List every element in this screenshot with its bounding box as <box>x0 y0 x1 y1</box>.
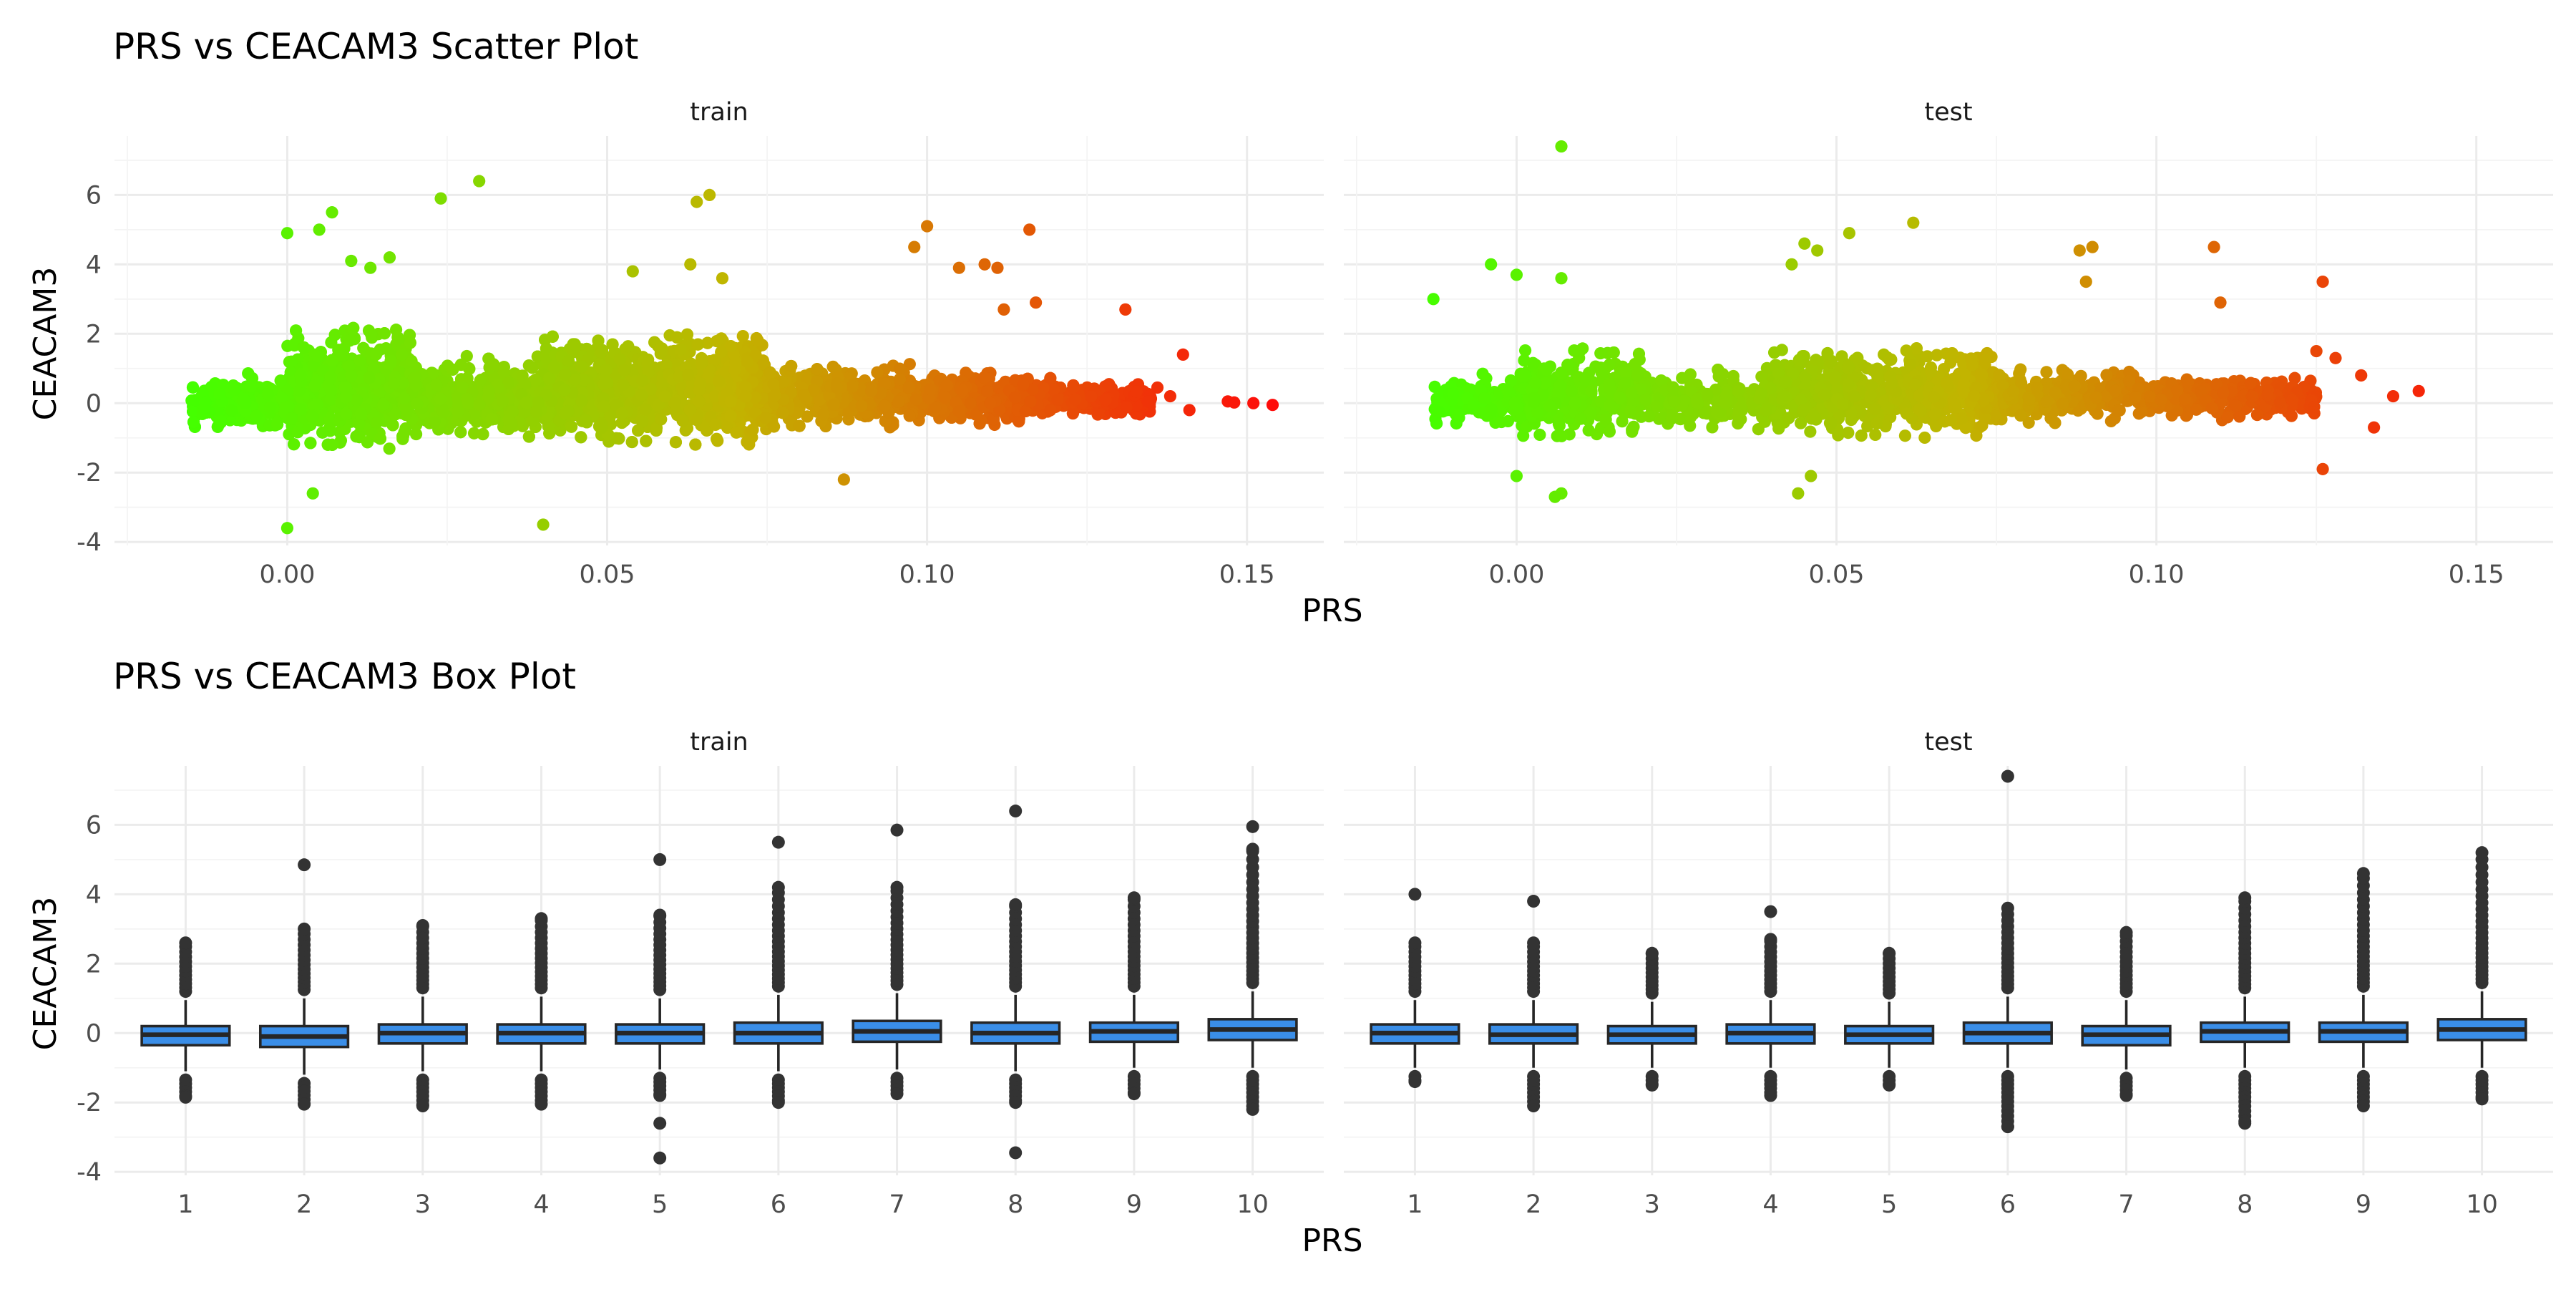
scatter-ytick-label: 0 <box>86 389 102 418</box>
scatter-point <box>711 433 723 445</box>
scatter-point <box>724 409 736 422</box>
scatter-point <box>1044 404 1056 416</box>
scatter-point <box>978 371 990 384</box>
scatter-point <box>613 432 625 445</box>
scatter-point <box>1044 372 1056 384</box>
scatter-point <box>389 408 401 420</box>
scatter-point <box>547 331 559 343</box>
scatter-point <box>654 343 666 355</box>
scatter-point <box>326 354 338 366</box>
scatter-point <box>974 417 986 429</box>
scatter-ytick-label: -4 <box>77 528 102 557</box>
scatter-point <box>692 339 704 351</box>
scatter-point <box>228 384 240 397</box>
scatter-point <box>304 437 316 449</box>
scatter-point <box>262 388 274 400</box>
scatter-point <box>384 442 396 455</box>
scatter-point <box>288 438 300 450</box>
scatter-point <box>1052 394 1064 406</box>
scatter-point <box>286 356 298 368</box>
scatter-point <box>294 403 306 415</box>
scatter-point <box>794 420 806 432</box>
scatter-point <box>215 414 227 427</box>
scatter-point <box>345 370 357 382</box>
scatter-point <box>543 372 555 384</box>
strip-label-train: train <box>690 98 748 127</box>
scatter-ytick-label: -2 <box>77 459 102 487</box>
scatter-xtick-label: 0.05 <box>580 560 635 589</box>
scatter-point <box>715 346 727 358</box>
scatter-point <box>365 328 377 340</box>
scatter-point <box>486 413 498 425</box>
scatter-xlabel: PRS <box>1302 593 1362 629</box>
scatter-point <box>671 331 683 344</box>
scatter-point <box>487 359 499 371</box>
scatter-point <box>290 324 302 336</box>
scatter-point <box>410 428 422 440</box>
scatter-point <box>316 427 328 439</box>
scatter-point <box>543 427 555 439</box>
scatter-point <box>650 424 662 437</box>
scatter-point <box>655 413 667 425</box>
scatter-ytick-label: 4 <box>86 251 102 279</box>
scatter-title: PRS vs CEACAM3 Scatter Plot <box>113 26 638 67</box>
scatter-xtick-label: 0.15 <box>1219 560 1275 589</box>
scatter-point <box>384 355 396 367</box>
scatter-point <box>454 426 467 438</box>
scatter-point <box>379 327 391 339</box>
scatter-point <box>981 385 993 397</box>
scatter-point <box>751 334 763 346</box>
scatter-xtick-label: 0.10 <box>899 560 955 589</box>
scatter-ytick-label: 6 <box>86 181 102 210</box>
scatter-point <box>308 379 321 392</box>
scatter-point <box>343 334 356 346</box>
scatter-point <box>298 341 310 354</box>
scatter-point <box>689 438 701 450</box>
scatter-point <box>615 407 628 419</box>
scatter-point <box>670 436 682 448</box>
scatter-xtick-label: 0.00 <box>259 560 315 589</box>
scatter-ylabel: CEACAM3 <box>27 267 64 421</box>
scatter-point <box>386 419 399 431</box>
scatter-point <box>730 427 742 439</box>
scatter-point <box>225 404 238 417</box>
scatter-point <box>271 418 283 430</box>
scatter-point <box>636 416 648 428</box>
scatter-point <box>569 338 581 350</box>
scatter-point <box>741 436 753 448</box>
scatter-point <box>674 344 686 356</box>
scatter-point <box>871 366 883 379</box>
scatter-point <box>530 374 542 386</box>
scatter-point <box>894 373 906 385</box>
scatter-point <box>785 360 797 372</box>
scatter-point <box>575 431 587 443</box>
scatter-point <box>370 349 382 361</box>
scatter-point <box>428 417 440 429</box>
scatter-ytick-label: 2 <box>86 320 102 349</box>
scatter-point <box>640 435 652 447</box>
